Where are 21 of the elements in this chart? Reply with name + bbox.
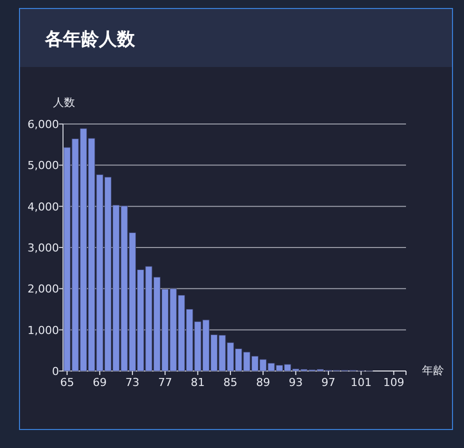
x-axis-title: 年龄	[422, 364, 444, 377]
x-tick-label: 85	[223, 376, 238, 389]
y-tick-label: 5,000	[28, 159, 59, 172]
x-tick-label: 97	[321, 376, 336, 389]
x-tick-label: 69	[92, 376, 107, 389]
x-tick-label: 101	[350, 376, 372, 389]
x-tick-label: 65	[60, 376, 74, 389]
x-tick-label: 81	[190, 376, 205, 389]
x-tick-label: 109	[383, 376, 404, 389]
y-tick-label: 4,000	[28, 200, 59, 214]
x-tick-label: 89	[256, 376, 270, 389]
y-axis-title: 人数	[53, 96, 75, 109]
y-tick-label: 2,000	[28, 282, 59, 296]
y-tick-label: 6,000	[28, 118, 59, 131]
y-tick-label: 3,000	[28, 242, 59, 254]
y-tick-label: 0	[52, 365, 59, 378]
title: 各年龄人数	[45, 29, 135, 50]
x-tick-label: 77	[158, 376, 172, 389]
x-tick-label: 73	[125, 376, 140, 389]
x-tick-label: 93	[288, 376, 303, 389]
y-tick-label: 1,000	[28, 324, 59, 337]
